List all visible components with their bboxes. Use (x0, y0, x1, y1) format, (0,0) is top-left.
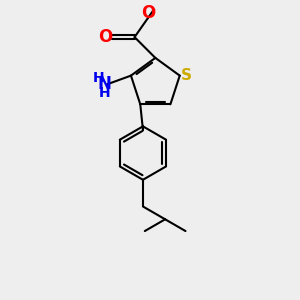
Text: N: N (97, 75, 111, 93)
Text: H: H (98, 86, 110, 100)
Text: O: O (99, 28, 113, 46)
Text: O: O (141, 4, 155, 22)
Text: S: S (181, 68, 192, 83)
Text: H: H (92, 71, 104, 85)
